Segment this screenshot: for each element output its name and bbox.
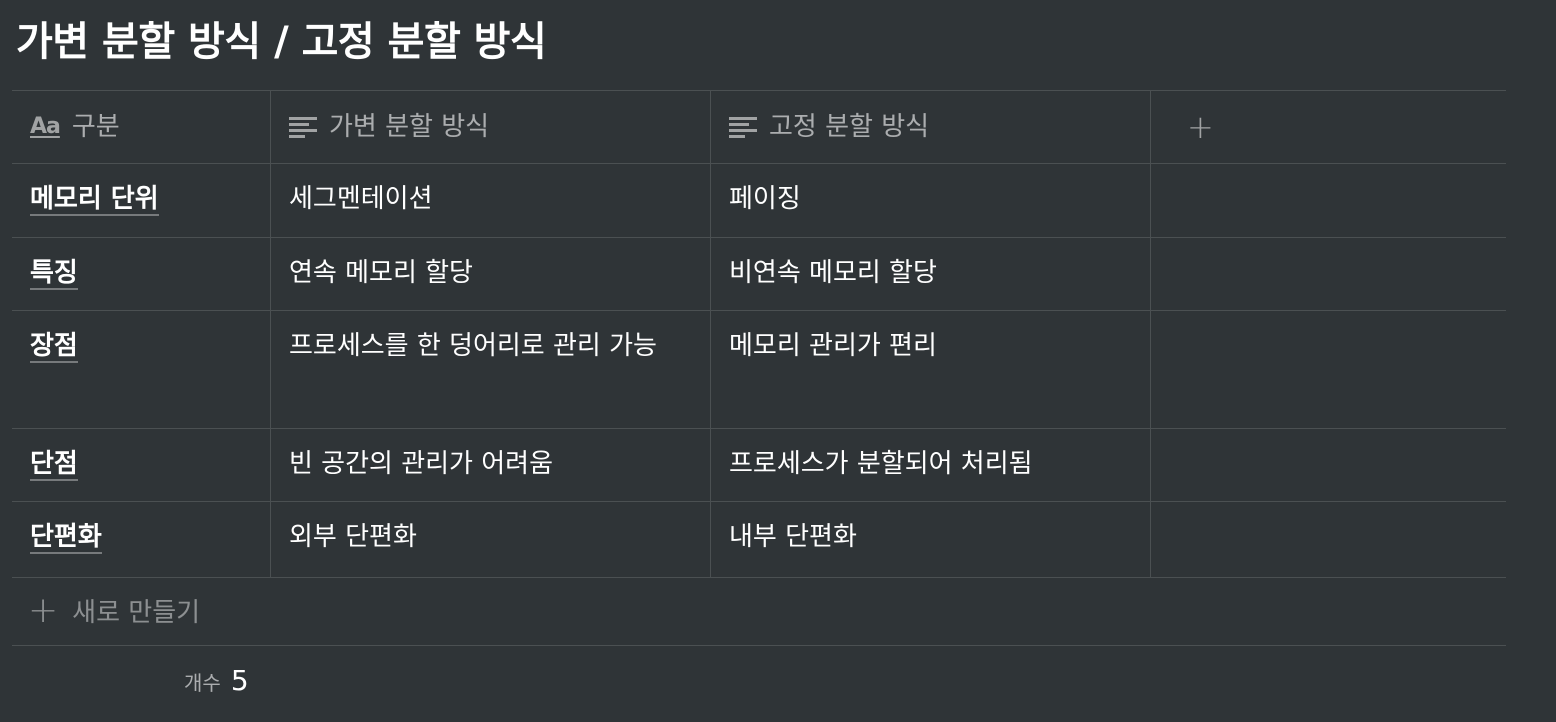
table-row[interactable]: 장점 프로세스를 한 덩어리로 관리 가능 메모리 관리가 편리 (12, 311, 1506, 429)
variable-cell[interactable]: 외부 단편화 (270, 502, 710, 577)
empty-cell[interactable] (1150, 502, 1506, 577)
row-title[interactable]: 메모리 단위 (30, 184, 159, 216)
table-header-row: Aa 구분 가변 분할 방식 고정 분할 방식 (12, 91, 1506, 164)
fixed-cell[interactable]: 비연속 메모리 할당 (710, 238, 1150, 310)
row-title[interactable]: 단편화 (30, 522, 102, 554)
new-row-label: 새로 만들기 (72, 597, 201, 628)
column-header-variable[interactable]: 가변 분할 방식 (270, 91, 710, 163)
row-title-cell[interactable]: 단점 (12, 429, 270, 501)
table-row[interactable]: 단편화 외부 단편화 내부 단편화 (12, 502, 1506, 578)
variable-cell[interactable]: 연속 메모리 할당 (270, 238, 710, 310)
comparison-table: Aa 구분 가변 분할 방식 고정 분할 방식 (12, 90, 1506, 578)
empty-cell[interactable] (1150, 311, 1506, 428)
new-row-button[interactable]: + 새로 만들기 (12, 575, 1506, 646)
variable-cell[interactable]: 세그멘테이션 (270, 164, 710, 237)
fixed-cell[interactable]: 메모리 관리가 편리 (710, 311, 1150, 428)
fixed-cell[interactable]: 프로세스가 분할되어 처리됨 (710, 429, 1150, 501)
row-title[interactable]: 특징 (30, 258, 78, 290)
table-row[interactable]: 단점 빈 공간의 관리가 어려움 프로세스가 분할되어 처리됨 (12, 429, 1506, 502)
column-header-label: 고정 분할 방식 (769, 112, 930, 142)
fixed-cell[interactable]: 페이징 (710, 164, 1150, 237)
plus-icon: + (28, 589, 59, 631)
row-count[interactable]: 개수 5 (184, 664, 249, 697)
plus-icon[interactable]: + (1187, 108, 1214, 146)
variable-cell[interactable]: 프로세스를 한 덩어리로 관리 가능 (270, 311, 710, 428)
empty-cell[interactable] (1150, 429, 1506, 501)
variable-cell[interactable]: 빈 공간의 관리가 어려움 (270, 429, 710, 501)
row-title-cell[interactable]: 단편화 (12, 502, 270, 577)
row-title-cell[interactable]: 특징 (12, 238, 270, 310)
add-column-cell: + (1150, 91, 1506, 163)
page-title: 가변 분할 방식 / 고정 분할 방식 (16, 19, 547, 65)
count-label: 개수 (184, 671, 221, 695)
table-row[interactable]: 특징 연속 메모리 할당 비연속 메모리 할당 (12, 238, 1506, 311)
row-title[interactable]: 장점 (30, 331, 78, 363)
column-header-label: 가변 분할 방식 (329, 112, 490, 142)
empty-cell[interactable] (1150, 164, 1506, 237)
text-aa-icon: Aa (30, 114, 61, 139)
row-title[interactable]: 단점 (30, 449, 78, 481)
text-lines-icon (289, 117, 317, 138)
column-header-fixed[interactable]: 고정 분할 방식 (710, 91, 1150, 163)
row-title-cell[interactable]: 장점 (12, 311, 270, 428)
table-row[interactable]: 메모리 단위 세그멘테이션 페이징 (12, 164, 1506, 238)
empty-cell[interactable] (1150, 238, 1506, 310)
count-value: 5 (230, 664, 249, 697)
row-title-cell[interactable]: 메모리 단위 (12, 164, 270, 237)
column-header-name[interactable]: Aa 구분 (12, 91, 270, 163)
fixed-cell[interactable]: 내부 단편화 (710, 502, 1150, 577)
column-header-label: 구분 (71, 112, 120, 142)
text-lines-icon (729, 117, 757, 138)
